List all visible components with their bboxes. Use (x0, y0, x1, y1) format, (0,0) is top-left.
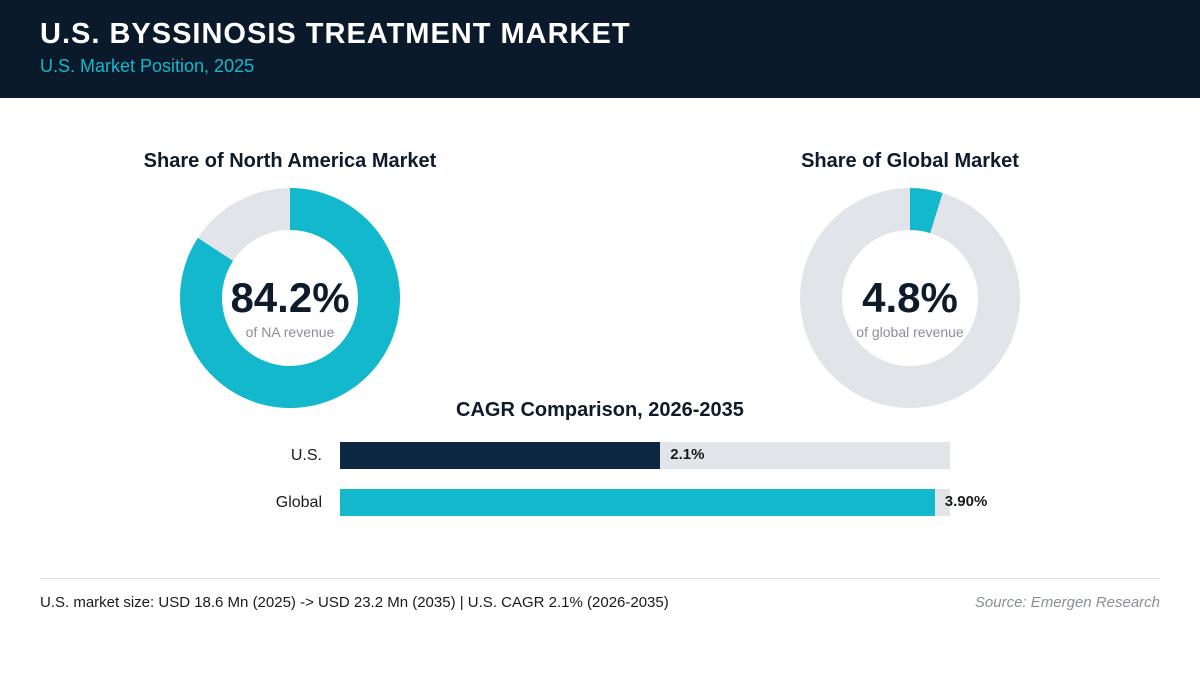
cagr-bar-global (340, 489, 935, 516)
cagr-bar-value-global: 3.90% (944, 493, 988, 510)
na-share-title: Share of North America Market (143, 150, 437, 172)
global-share-value-label: 4.8% (862, 274, 958, 321)
cagr-bar-label-us: U.S. (290, 447, 322, 464)
cagr-bar-track-us: 2.1% (340, 442, 950, 469)
cagr-bar-row-us: U.S. 2.1% (0, 442, 1200, 470)
global-share-caption: of global revenue (856, 324, 964, 340)
cagr-bar-us (340, 442, 661, 469)
na-share-donut-chart: Share of North America Market 84.2% of N… (90, 150, 490, 420)
footer-source: Source: Emergen Research (974, 594, 1160, 611)
cagr-chart-title: CAGR Comparison, 2026-2035 (456, 399, 744, 421)
na-share-donut-svg (180, 188, 400, 408)
footer-divider (40, 578, 1160, 579)
footer-note: U.S. market size: USD 18.6 Mn (2025) -> … (40, 594, 669, 611)
header-banner: U.S. BYSSINOSIS TREATMENT MARKET U.S. Ma… (0, 0, 1200, 98)
cagr-bar-value-us: 2.1% (670, 446, 705, 463)
global-share-title: Share of Global Market (801, 150, 1019, 172)
cagr-bar-label-global: Global (275, 494, 322, 511)
cagr-bar-track-global: 3.90% (340, 489, 987, 516)
na-share-remainder-slice (197, 188, 290, 261)
cagr-bar-row-global: Global 3.90% (0, 489, 1200, 517)
page-title: U.S. BYSSINOSIS TREATMENT MARKET (40, 18, 631, 50)
na-share-caption: of NA revenue (245, 324, 335, 340)
global-share-value-slice (910, 188, 943, 234)
na-share-value-slice (180, 188, 400, 408)
global-share-remainder-slice (800, 188, 1020, 408)
page-subtitle: U.S. Market Position, 2025 (40, 56, 255, 76)
na-share-value-label: 84.2% (230, 274, 350, 321)
global-share-donut-chart: Share of Global Market 4.8% of global re… (710, 150, 1110, 420)
global-share-donut-svg (800, 188, 1020, 408)
